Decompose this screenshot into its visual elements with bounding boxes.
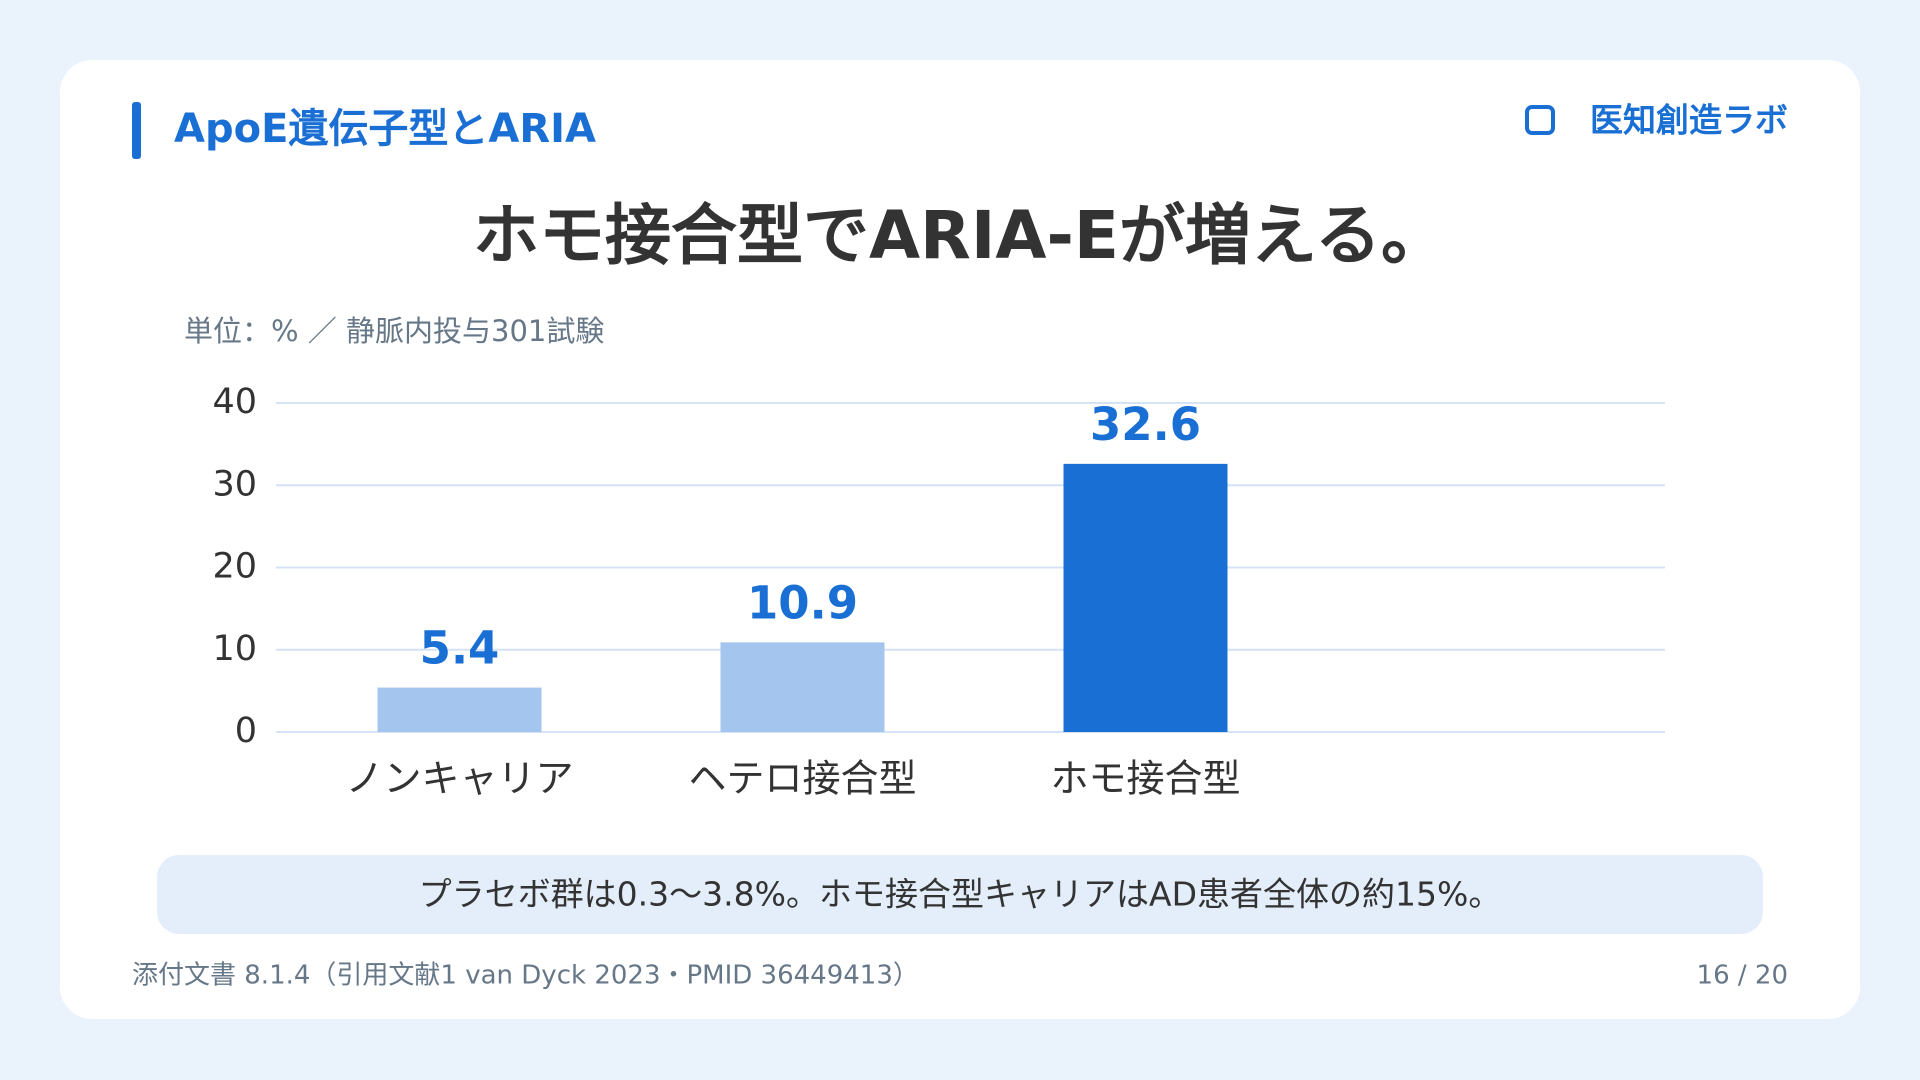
y-tick-label: 0 <box>235 711 257 751</box>
accent-bar <box>132 102 141 159</box>
x-tick-label: ノンキャリア <box>345 757 573 801</box>
y-tick-label: 10 <box>212 629 257 669</box>
brand-icon <box>1525 105 1555 135</box>
bar <box>720 642 885 732</box>
chart-title: ホモ接合型でARIA-Eが増える。 <box>473 197 1447 274</box>
footer-source: 添付文書 8.1.4（引用文献1 van Dyck 2023・PMID 3644… <box>132 961 919 991</box>
value-label: 5.4 <box>420 622 500 675</box>
bar <box>377 687 542 732</box>
page-number: 16 / 20 <box>1697 961 1788 991</box>
x-tick-label: ヘテロ接合型 <box>688 757 916 801</box>
y-tick-label: 40 <box>212 382 257 422</box>
bar <box>1063 463 1228 732</box>
note-box <box>157 855 1763 934</box>
brand: 医知創造ラボ <box>1590 101 1788 140</box>
value-label: 10.9 <box>747 576 858 629</box>
x-tick-label: ホモ接合型 <box>1050 757 1240 801</box>
y-tick-label: 20 <box>212 547 257 587</box>
value-label: 32.6 <box>1090 398 1201 451</box>
chart-subtitle: 単位：% ／ 静脈内投与301試験 <box>184 314 604 348</box>
y-tick-label: 30 <box>212 464 257 504</box>
card <box>60 60 1860 1019</box>
note: プラセボ群は0.3〜3.8%。ホモ接合型キャリアはAD患者全体の約15%。 <box>419 875 1502 914</box>
plot: 0 10 20 30 40 ノンキャリア 5.4 ヘテロ接合型 10.9 ホモ接合型 32.6 <box>212 382 1665 801</box>
header-title: ApoE遺伝子型とARIA <box>174 106 596 152</box>
